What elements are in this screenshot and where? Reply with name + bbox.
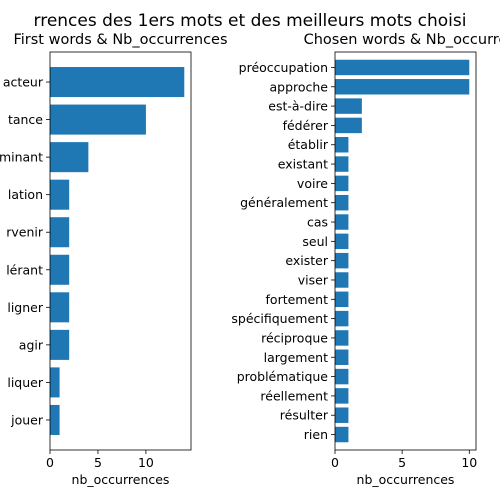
category-label: approche bbox=[269, 79, 328, 94]
category-label: exister bbox=[285, 253, 328, 268]
x-axis-label: nb_occurrences bbox=[357, 472, 455, 487]
category-label: seul bbox=[302, 234, 328, 249]
bar bbox=[335, 194, 349, 211]
x-tick-label: 0 bbox=[331, 455, 339, 470]
bar bbox=[50, 142, 89, 173]
plot-frame bbox=[334, 51, 477, 451]
bar bbox=[50, 292, 70, 323]
category-label: spécifiquement bbox=[231, 311, 328, 326]
category-label: lérant bbox=[6, 262, 43, 277]
bar bbox=[50, 329, 70, 360]
category-label: fortement bbox=[266, 292, 329, 307]
bar bbox=[335, 214, 349, 230]
x-tick-label: 5 bbox=[398, 455, 406, 470]
bar bbox=[335, 233, 349, 250]
bar bbox=[50, 179, 70, 210]
bar bbox=[335, 330, 349, 346]
category-label: fédérer bbox=[283, 118, 329, 133]
category-label: liquer bbox=[7, 375, 43, 390]
chart-title: First words & Nb_occurrences bbox=[13, 32, 227, 48]
bar bbox=[335, 368, 349, 385]
bar bbox=[335, 117, 362, 134]
category-label: réciproque bbox=[261, 330, 328, 345]
bar bbox=[335, 59, 470, 76]
category-label: ligner bbox=[7, 300, 43, 315]
bar bbox=[50, 104, 146, 135]
bar bbox=[335, 272, 349, 288]
category-label: établir bbox=[288, 137, 329, 152]
bar bbox=[335, 310, 349, 327]
category-label: cas bbox=[307, 215, 328, 230]
bar bbox=[50, 254, 70, 285]
category-label: réellement bbox=[260, 388, 328, 403]
category-label: minant bbox=[0, 150, 43, 165]
bar bbox=[335, 349, 349, 365]
x-tick-label: 10 bbox=[461, 455, 477, 470]
category-label: jouer bbox=[10, 412, 44, 427]
chart-chosen-words: Chosen words & Nb_occurre préoccupation ap… bbox=[231, 32, 500, 487]
category-label: voire bbox=[297, 176, 328, 191]
chart-title: Chosen words & Nb_occurre bbox=[304, 32, 500, 48]
category-label: existant bbox=[278, 157, 328, 172]
figure-suptitle: rrences des 1ers mots et des meilleurs m… bbox=[34, 11, 467, 31]
category-label: acteur bbox=[3, 75, 44, 90]
plot-frame bbox=[49, 51, 192, 451]
category-label: est-à-dire bbox=[268, 99, 328, 114]
bar bbox=[50, 404, 60, 435]
bar bbox=[335, 407, 349, 423]
bar bbox=[335, 426, 349, 443]
category-label: problématique bbox=[237, 369, 329, 384]
bar bbox=[335, 79, 470, 95]
category-label: lation bbox=[8, 187, 43, 202]
bar bbox=[335, 175, 349, 192]
x-tick-label: 5 bbox=[94, 455, 102, 470]
category-label: préoccupation bbox=[239, 60, 328, 75]
category-label: largement bbox=[264, 350, 328, 365]
bar bbox=[335, 291, 349, 308]
bar bbox=[335, 388, 349, 404]
bar bbox=[335, 252, 349, 269]
category-label: généralement bbox=[240, 195, 328, 210]
x-axis-label: nb_occurrences bbox=[72, 472, 170, 487]
bar bbox=[50, 67, 185, 98]
category-label: viser bbox=[298, 272, 329, 287]
category-label: rien bbox=[304, 427, 328, 442]
bar bbox=[335, 98, 362, 114]
x-tick-label: 0 bbox=[46, 455, 54, 470]
category-label: tance bbox=[8, 112, 43, 127]
bar bbox=[50, 367, 60, 398]
category-label: résulter bbox=[280, 408, 329, 423]
bar bbox=[50, 217, 70, 248]
category-label: agir bbox=[19, 337, 44, 352]
x-tick-label: 10 bbox=[138, 455, 154, 470]
bar bbox=[335, 156, 349, 172]
bar bbox=[335, 137, 349, 153]
category-label: rvenir bbox=[6, 225, 44, 240]
